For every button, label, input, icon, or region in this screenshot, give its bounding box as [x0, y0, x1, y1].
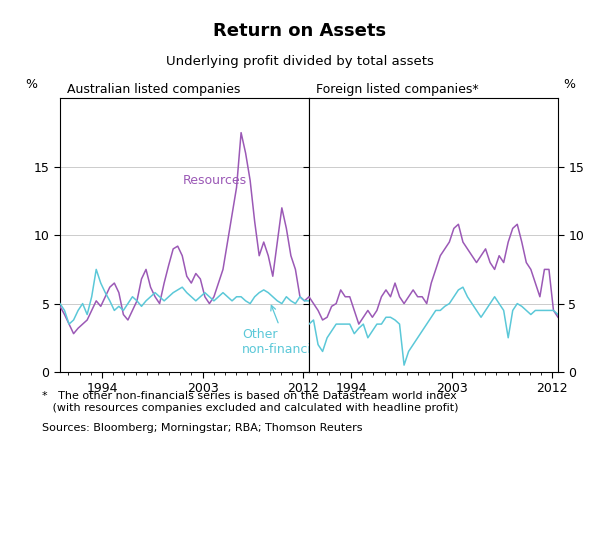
Text: Underlying profit divided by total assets: Underlying profit divided by total asset… — [166, 55, 434, 68]
Text: Sources: Bloomberg; Morningstar; RBA; Thomson Reuters: Sources: Bloomberg; Morningstar; RBA; Th… — [42, 423, 362, 433]
Text: Return on Assets: Return on Assets — [214, 22, 386, 40]
Text: Foreign listed companies*: Foreign listed companies* — [316, 83, 479, 96]
Text: %: % — [563, 78, 575, 91]
Text: *   The other non-financials series is based on the Datastream world index
   (w: * The other non-financials series is bas… — [42, 391, 458, 412]
Text: Other
non-financials: Other non-financials — [242, 305, 329, 356]
Text: Australian listed companies: Australian listed companies — [67, 83, 241, 96]
Text: %: % — [25, 78, 37, 91]
Text: Resources: Resources — [182, 174, 247, 187]
